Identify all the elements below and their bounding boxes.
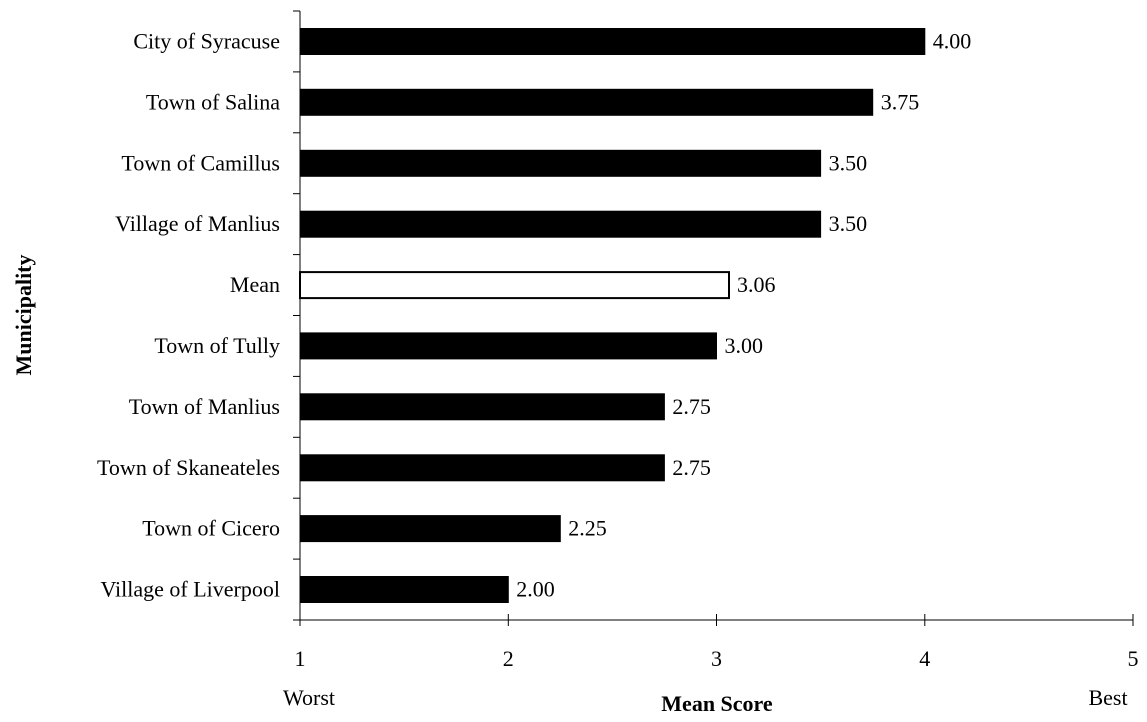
bar: [299, 576, 509, 603]
category-label: Village of Liverpool: [100, 577, 280, 602]
category-label: Town of Cicero: [142, 516, 280, 541]
category-label: Town of Salina: [146, 89, 280, 114]
value-label: 3.50: [829, 211, 868, 236]
category-label: Town of Camillus: [121, 150, 280, 175]
value-label: 3.00: [725, 333, 764, 358]
x-tick-label: 5: [1128, 646, 1139, 671]
value-label: 2.75: [672, 394, 711, 419]
bar: [299, 454, 665, 482]
category-label: City of Syracuse: [133, 29, 280, 54]
x-tick-label: 3: [711, 646, 722, 671]
category-label: Mean: [230, 272, 280, 297]
bar: [299, 210, 822, 238]
category-label: Village of Manlius: [115, 211, 280, 236]
x-tick-label: 2: [503, 646, 514, 671]
bar-mean: [299, 271, 730, 300]
x-tick-label: 4: [919, 646, 930, 671]
y-axis-title: Municipality: [11, 254, 36, 375]
bar: [299, 28, 926, 55]
bars-layer: [299, 28, 926, 603]
x-tick-label: 1: [295, 646, 306, 671]
value-label: 2.25: [568, 516, 607, 541]
axes-layer: [293, 10, 1134, 626]
x-axis-best-label: Best: [1088, 685, 1127, 710]
value-label: 3.06: [737, 272, 776, 297]
labels-layer: City of Syracuse 4.00 Town of Salina 3.75 To…: [97, 29, 1138, 672]
value-label: 3.75: [881, 89, 920, 114]
value-label: 2.75: [672, 455, 711, 480]
value-label: 2.00: [516, 577, 555, 602]
bar: [299, 393, 665, 421]
value-label: 4.00: [933, 29, 972, 54]
bar: [299, 515, 561, 543]
bar: [299, 332, 717, 360]
value-label: 3.50: [829, 150, 868, 175]
category-label: Town of Skaneateles: [97, 455, 280, 480]
bar: [299, 88, 874, 116]
category-label: Town of Manlius: [129, 394, 280, 419]
bar: [299, 149, 822, 177]
x-axis-worst-label: Worst: [283, 685, 335, 710]
x-axis-title: Mean Score: [661, 691, 773, 716]
category-label: Town of Tully: [154, 333, 280, 358]
